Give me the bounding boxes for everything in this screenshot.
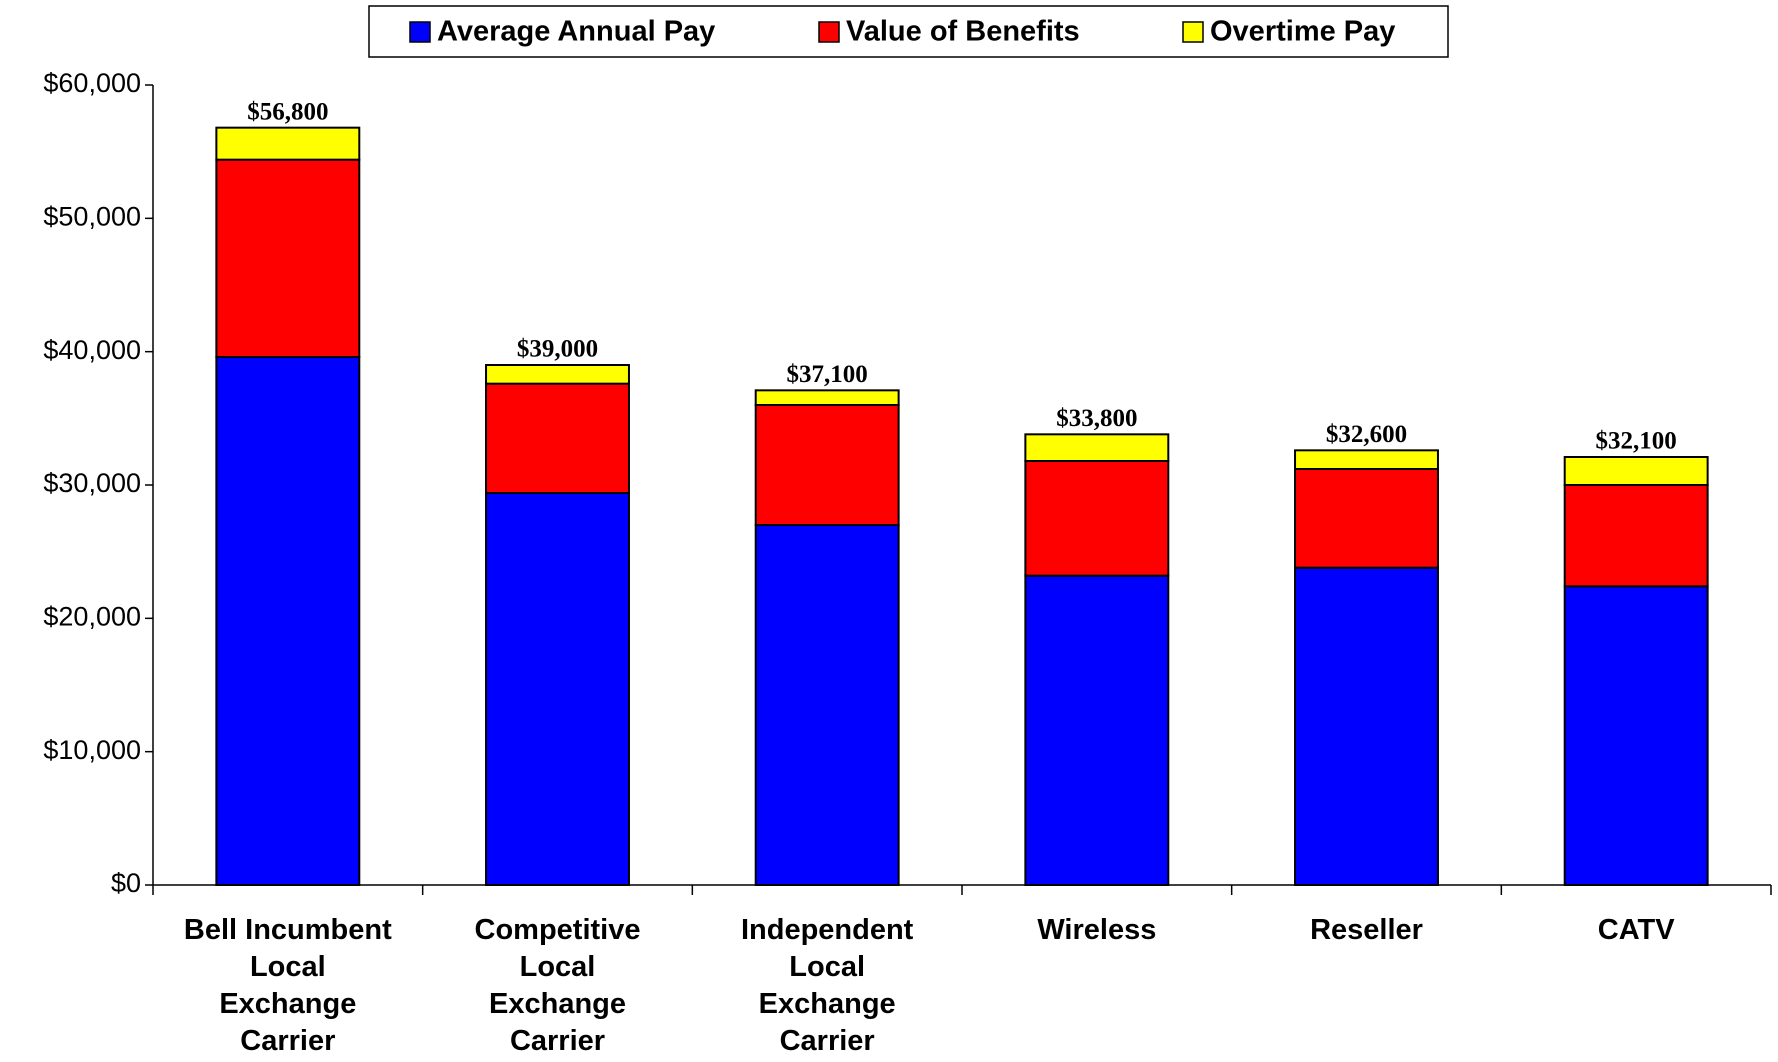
bar-segment	[754, 404, 900, 526]
bar-segment	[1294, 566, 1439, 887]
bar-segment	[215, 158, 361, 358]
x-tick-label: Bell Incumbent Local Exchange Carrier	[183, 914, 392, 1057]
bar-segment	[1024, 460, 1170, 577]
bar-segment	[1294, 449, 1439, 471]
total-label: $32,100	[1596, 428, 1677, 455]
x-tick-label: CATV	[1597, 914, 1675, 946]
bar-segment	[1563, 456, 1709, 486]
y-tick-label: $0	[111, 868, 141, 898]
bar-segment	[1024, 433, 1170, 463]
x-tick-label: Competitive Local Exchange Carrier	[474, 914, 641, 1057]
total-label: $37,100	[787, 361, 868, 388]
x-tick-label: Independent Local Exchange Carrier	[740, 914, 914, 1057]
bar-segment	[1294, 468, 1439, 569]
bar-segment	[754, 524, 900, 886]
total-label: $39,000	[517, 336, 598, 363]
bar-segment	[1024, 574, 1170, 887]
legend-label: Overtime Pay	[1210, 16, 1395, 48]
bar-segment	[485, 364, 630, 385]
legend-swatch	[1182, 21, 1204, 43]
bar-segment	[1563, 585, 1709, 886]
y-tick-label: $40,000	[43, 335, 141, 365]
bar-segment	[754, 389, 900, 407]
total-label: $33,800	[1056, 405, 1137, 432]
total-label: $32,600	[1326, 421, 1407, 448]
y-tick-label: $10,000	[43, 735, 141, 765]
legend-swatch	[818, 21, 840, 43]
y-tick-label: $30,000	[43, 468, 141, 498]
y-tick-label: $50,000	[43, 201, 141, 231]
bar-segment	[1563, 484, 1709, 588]
legend-label: Average Annual Pay	[437, 16, 715, 48]
y-tick-label: $20,000	[43, 601, 141, 631]
bar-segment	[485, 492, 630, 886]
x-tick-label: Wireless	[1037, 914, 1157, 946]
bar-segment	[215, 126, 361, 161]
legend-box	[368, 5, 1449, 58]
legend-label: Value of Benefits	[846, 16, 1080, 48]
y-tick-label: $60,000	[43, 68, 141, 98]
bar-segment	[485, 382, 630, 494]
legend-swatch	[409, 21, 431, 43]
x-tick-label: Reseller	[1310, 914, 1423, 946]
total-label: $56,800	[247, 98, 328, 125]
bar-segment	[215, 356, 361, 886]
